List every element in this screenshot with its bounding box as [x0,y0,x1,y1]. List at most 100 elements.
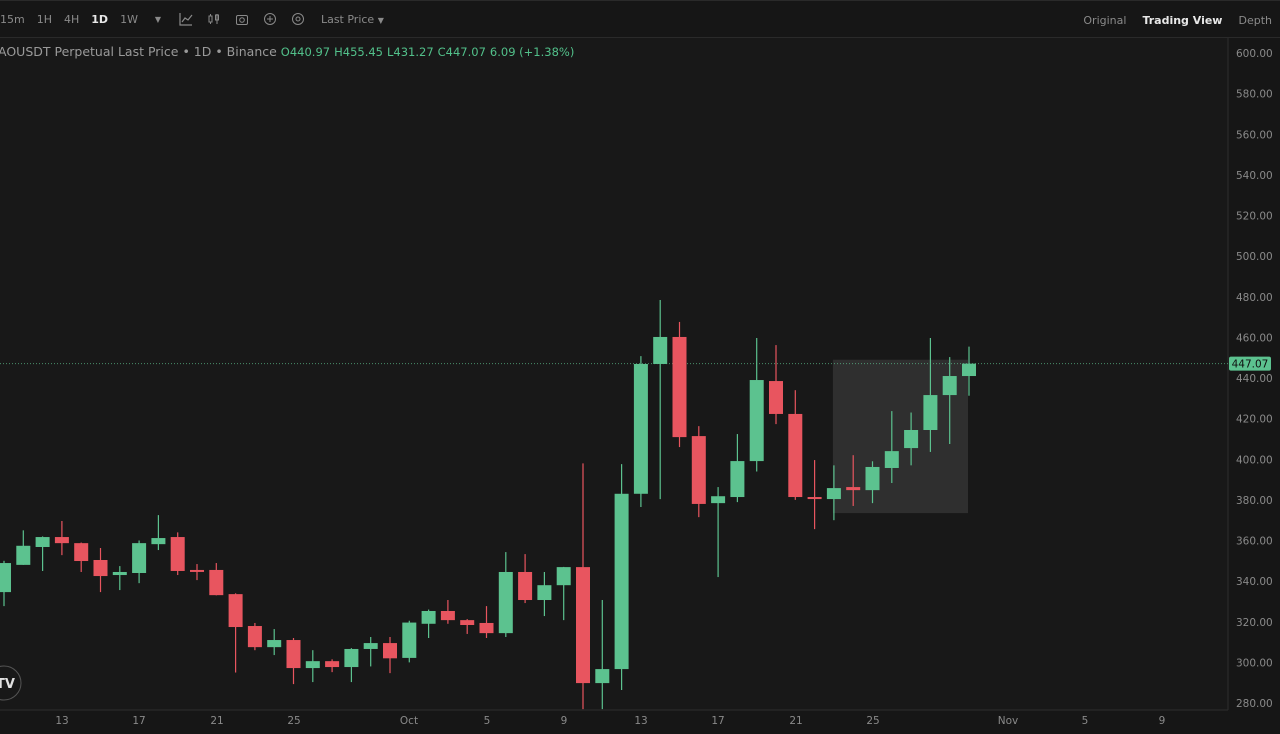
candle-body[interactable] [826,488,841,500]
price-type-select[interactable]: Last Price ▼ [321,13,384,26]
candle-body[interactable] [672,336,687,438]
y-tick-label: 480.00 [1236,292,1273,304]
candle-body[interactable] [151,538,166,545]
time-axis[interactable] [0,710,1280,734]
candle-body[interactable] [35,537,50,547]
indicator-chart-icon[interactable] [179,12,193,26]
x-tick-label: 9 [1159,715,1166,727]
candle-body[interactable] [344,648,359,668]
candle-body[interactable] [460,620,475,625]
high-label: H [334,45,343,59]
candle-body[interactable] [363,643,378,649]
timeframe-1h[interactable]: 1H [36,12,52,26]
symbol-title: AOUSDT Perpetual Last Price • 1D • Binan… [0,44,277,59]
candle-body[interactable] [730,461,745,498]
candle-body[interactable] [807,497,822,500]
y-tick-label: 520.00 [1236,211,1273,223]
candle-body[interactable] [54,537,69,544]
candle-body[interactable] [0,563,11,593]
camera-icon[interactable] [235,12,249,26]
candle-body[interactable] [209,569,224,596]
candle-body[interactable] [769,381,783,414]
candle-body[interactable] [247,626,262,648]
candle-body[interactable] [614,493,629,670]
candle-body[interactable] [962,363,976,377]
timeframe-4h[interactable]: 4H [64,12,80,26]
last-price-badge [1229,356,1271,371]
x-tick-label: 5 [484,715,491,727]
candle-body[interactable] [170,537,185,571]
candle-body[interactable] [942,376,957,396]
candle-body[interactable] [228,594,243,628]
x-tick-label: Oct [400,715,418,727]
candle-body[interactable] [421,610,436,624]
candle-body[interactable] [16,545,31,565]
y-tick-label: 500.00 [1236,251,1273,263]
high-value: 455.45 [342,45,383,59]
candle-body[interactable] [537,585,552,601]
x-tick-label: 17 [711,715,724,727]
candle-body[interactable] [518,571,533,601]
tradingview-logo[interactable] [0,665,22,701]
candle-body[interactable] [93,560,108,577]
change-value: 6.09 (+1.38%) [489,45,575,59]
price-type-label: Last Price [320,12,375,26]
y-tick-label: 360.00 [1236,536,1273,548]
candle-body[interactable] [904,430,919,449]
plus-circle-icon[interactable] [263,12,277,26]
candle-body[interactable] [286,640,301,669]
candle-body[interactable] [74,543,89,562]
candle-body[interactable] [325,661,340,668]
candlestick-chart[interactable]: 600.00 580.00 560.00 540.00 520.00 500.00 480.… [0,38,1280,734]
candle-body[interactable] [267,640,282,648]
y-tick-label: 320.00 [1236,617,1273,629]
candle-body[interactable] [383,643,397,659]
chevron-down-icon[interactable]: ▼ [154,14,162,24]
candle-body[interactable] [923,395,938,430]
low-label: L [386,45,394,59]
candle-body[interactable] [711,496,726,504]
candle-body[interactable] [576,567,590,684]
y-tick-label: 420.00 [1236,414,1273,426]
last-price-label: 447.07 [1232,359,1269,371]
price-axis[interactable] [1228,38,1280,734]
candle-body[interactable] [556,567,571,586]
candle-body[interactable] [691,436,706,504]
candle-body[interactable] [112,571,127,576]
candle-body[interactable] [633,363,648,494]
candle-body[interactable] [498,571,513,634]
candle-body[interactable] [132,543,147,573]
candle-type-icon[interactable] [207,12,221,26]
candle-body[interactable] [846,487,861,491]
x-tick-label: 25 [287,715,300,727]
settings-circle-icon[interactable] [291,12,305,26]
timeframe-1d[interactable]: 1D [91,12,109,26]
x-tick-label: 17 [132,715,145,727]
candle-body[interactable] [305,661,320,669]
candle-body[interactable] [884,451,899,468]
y-tick-label: 400.00 [1236,454,1273,466]
candle-body[interactable] [653,336,668,364]
chart-toolbar: 15m 1H 4H 1D 1W ▼ Last Price ▼ Original … [0,0,1280,38]
candle-body[interactable] [440,610,455,621]
close-label: C [437,45,446,59]
x-tick-label: 13 [634,715,647,727]
timeframe-1w[interactable]: 1W [120,12,138,26]
x-tick-label: 5 [1082,715,1089,727]
candle-body[interactable] [402,622,417,658]
candle-body[interactable] [788,413,803,498]
open-value: 440.97 [289,45,331,59]
view-original[interactable]: Original [1083,13,1127,27]
candle-body[interactable] [749,380,764,462]
timeframe-15m[interactable]: 15m [0,12,25,26]
y-tick-label: 380.00 [1236,495,1273,507]
candle-body[interactable] [190,569,204,572]
low-value: 431.27 [393,45,434,59]
chart-legend: AOUSDT Perpetual Last Price • 1D • Binan… [0,44,574,59]
close-value: 447.07 [445,45,486,59]
view-trading-view[interactable]: Trading View [1142,13,1223,27]
candle-body[interactable] [479,622,494,634]
candle-body[interactable] [595,669,610,684]
view-depth[interactable]: Depth [1238,13,1272,27]
candle-body[interactable] [865,466,880,491]
